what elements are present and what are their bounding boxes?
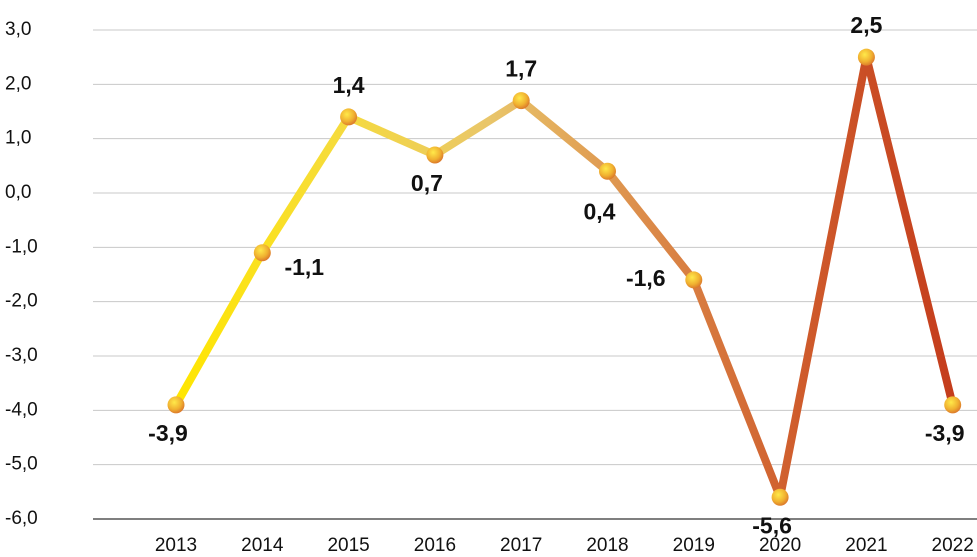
y-tick-label: -6,0 (5, 508, 38, 529)
x-tick-label: 2014 (241, 535, 284, 556)
data-label: -3,9 (925, 420, 965, 446)
data-label: 1,4 (333, 72, 365, 98)
marker (599, 162, 616, 180)
data-label: 2,5 (850, 12, 882, 38)
data-label: 0,4 (584, 198, 616, 224)
y-tick-label: -1,0 (5, 236, 38, 257)
data-label: -5,6 (752, 512, 792, 538)
x-tick-label: 2021 (845, 535, 887, 556)
x-tick-label: 2013 (155, 535, 197, 556)
x-tick-label: 2015 (327, 535, 369, 556)
marker (340, 108, 358, 126)
y-tick-label: -3,0 (5, 345, 38, 366)
data-label: 1,7 (505, 56, 537, 82)
x-tick-label: 2019 (673, 535, 715, 556)
marker (771, 488, 789, 506)
x-tick-label: 2016 (414, 535, 456, 556)
y-tick-label: -5,0 (5, 454, 38, 475)
data-label: 0,7 (411, 170, 443, 196)
y-tick-label: 1,0 (5, 128, 31, 149)
marker (685, 271, 703, 289)
data-label: -1,1 (284, 254, 324, 280)
line (172, 53, 957, 502)
y-tick-label: 0,0 (5, 182, 31, 203)
y-tick-label: -4,0 (5, 399, 38, 420)
y-tick-label: 3,0 (5, 19, 31, 40)
marker (512, 92, 530, 110)
data-label: -3,9 (148, 420, 188, 446)
marker (944, 396, 962, 414)
x-tick-label: 2020 (759, 535, 801, 556)
marker (857, 48, 875, 66)
marker (426, 146, 444, 164)
marker (167, 396, 185, 414)
data-label: -1,6 (626, 265, 666, 291)
x-tick-label: 2018 (586, 535, 628, 556)
x-tick-label: 2017 (500, 535, 542, 556)
marker (253, 244, 271, 262)
y-tick-label: -2,0 (5, 291, 38, 312)
x-tick-label: 2022 (932, 535, 974, 556)
y-tick-label: 2,0 (5, 73, 31, 94)
